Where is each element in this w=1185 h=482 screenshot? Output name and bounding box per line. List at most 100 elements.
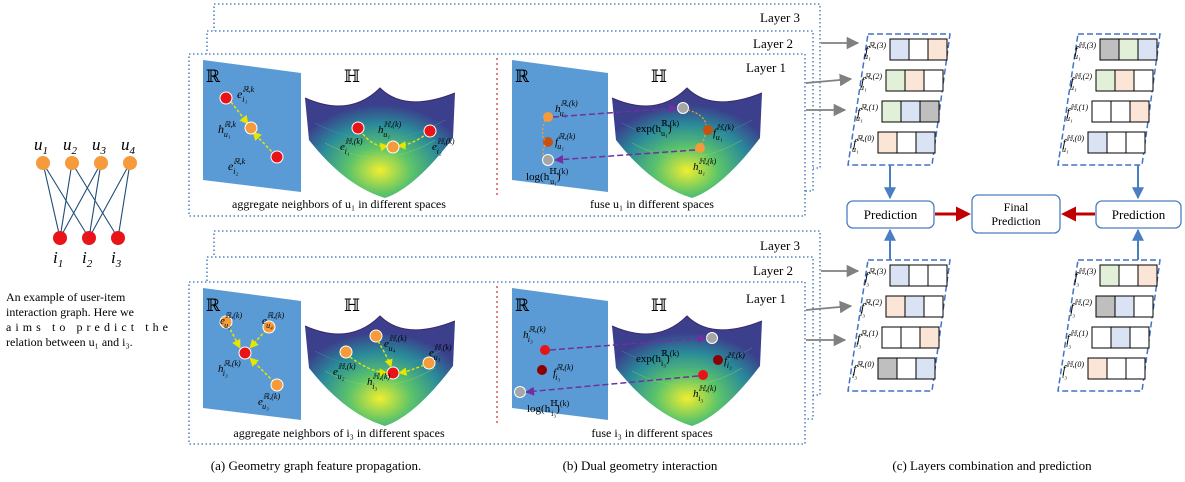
feature-row-top-right-2: fℍ,(2) u₁	[1070, 69, 1154, 92]
feature-cell	[885, 295, 906, 318]
feature-cell	[1133, 295, 1154, 318]
user-node-1	[36, 156, 50, 170]
feature-cell	[877, 357, 898, 380]
feature-row-bot-left-3: fℝ,(3) i₃	[864, 264, 948, 287]
feature-label: fℝ,(1) i₃	[856, 329, 878, 349]
item-node-2	[82, 231, 96, 245]
bottom-agg-node-u2	[219, 315, 233, 329]
feature-row-bot-left-1: fℝ,(1) i₃	[856, 326, 940, 349]
interaction-graph: u1 u2 u3 u4 i1 i2 i3 An example of us	[6, 135, 168, 349]
feature-label: fℍ,(2) i₃	[1070, 298, 1092, 318]
top-hyp-node-i1	[351, 121, 365, 135]
bottom-aggregate-caption: aggregate neighbors of i₃ in different s…	[233, 426, 445, 440]
feature-cell	[1091, 326, 1112, 349]
item-node-1	[53, 231, 67, 245]
bottom-agg-node-u3	[270, 378, 284, 392]
top-fuse-hyp-node-exp	[677, 102, 689, 114]
feature-cell	[877, 131, 898, 154]
graph-caption-line-1: An example of user-item	[6, 290, 126, 304]
feature-cell	[923, 69, 944, 92]
bottom-fuse-hyp-node-h	[698, 370, 708, 380]
feature-label: fℍ,(0) i₃	[1062, 360, 1084, 380]
prediction-right-label: Prediction	[1112, 207, 1166, 222]
user-label-4: u4	[121, 135, 136, 157]
feature-cell	[919, 326, 940, 349]
feature-cell	[885, 69, 906, 92]
feature-cell	[1125, 131, 1146, 154]
top-hyp-label-h-u1: hℍ,(k) u₁	[378, 120, 402, 139]
bottom-fuse-label-log: log(hℍ,(k) i₃)	[527, 399, 569, 418]
bottom-fuse-node-h	[540, 345, 550, 355]
user-node-3	[94, 156, 108, 170]
bottom-agg-real-symbol: ℝ	[206, 296, 221, 315]
item-label-3: i3	[111, 248, 122, 270]
feature-cell	[923, 295, 944, 318]
bottom-fuse-caption: fuse i₃ in different spaces	[591, 426, 713, 440]
bottom-layer2-label: Layer 2	[753, 263, 793, 278]
top-layer-stack: Layer 3 Layer 2 Layer 1 ℝ eℝ,k i₁ hℝ,k u₁ …	[188, 3, 821, 217]
feature-label: fℝ,(2) u₁	[860, 72, 882, 92]
feature-stack-i3-real	[847, 259, 951, 392]
top-fuse-node-h	[543, 112, 553, 122]
top-agg-hyper-symbol: ℍ	[344, 67, 360, 86]
feature-cell	[896, 131, 917, 154]
top-fuse-hyp-node-f	[703, 125, 713, 135]
feature-cell	[908, 38, 929, 61]
bottom-agg-node-i3	[238, 346, 252, 360]
feature-rows: fℝ,(3) u₁ fℝ,(2) u₁ fℝ,(1) u₁ fℝ,(0) u₁ fℍ,(3) u₁…	[852, 38, 1158, 380]
feature-cell	[881, 100, 902, 123]
bottom-agg-hyper-symbol: ℍ	[344, 296, 360, 315]
user-node-4	[123, 156, 137, 170]
layer-output-arrows	[805, 36, 860, 347]
feature-label: fℝ,(3) u₁	[864, 41, 886, 61]
top-layer3-label: Layer 3	[760, 10, 800, 25]
user-label-1: u1	[34, 135, 48, 157]
feature-row-top-left-0: fℝ,(0) u₁	[852, 131, 936, 154]
bottom-fuse-real-symbol: ℝ	[515, 296, 530, 315]
feature-row-bot-right-3: fℍ,(3) i₃	[1074, 264, 1158, 287]
bottom-fuse-node-f	[537, 365, 547, 375]
top-agg-node-u1	[244, 121, 258, 135]
feature-row-top-right-0: fℍ,(0) u₁	[1062, 131, 1146, 154]
feature-cell	[1129, 100, 1150, 123]
top-hyp-node-i2	[423, 124, 437, 138]
feature-cell	[1087, 357, 1108, 380]
feature-cell	[1118, 38, 1139, 61]
feature-cell	[1106, 357, 1127, 380]
feature-row-top-left-2: fℝ,(2) u₁	[860, 69, 944, 92]
feature-row-top-left-3: fℝ,(3) u₁	[864, 38, 948, 61]
bottom-layer3-label: Layer 3	[760, 238, 800, 253]
top-fuse-real-symbol: ℝ	[515, 67, 530, 86]
feature-label: fℍ,(1) i₃	[1066, 329, 1088, 349]
feature-cell	[889, 264, 910, 287]
feature-cell	[900, 326, 921, 349]
feature-cell	[900, 100, 921, 123]
feature-cell	[1110, 100, 1131, 123]
graph-user-labels: u1 u2 u3 u4	[34, 135, 136, 157]
top-fuse-label-log: log(hℍ,(k) u₁)	[526, 167, 568, 186]
feature-stack-i3-hyper	[1057, 259, 1161, 392]
feature-cell	[927, 38, 948, 61]
feature-row-bot-right-2: fℍ,(2) i₃	[1070, 295, 1154, 318]
bottom-hyp-node-u3	[422, 356, 436, 370]
top-fuse-real-plane	[512, 60, 608, 192]
top-fuse-node-f	[543, 137, 553, 147]
top-fuse-caption: fuse u₁ in different spaces	[590, 197, 714, 211]
bottom-agg-node-u4	[262, 320, 276, 334]
feature-cell	[889, 38, 910, 61]
feature-cell	[1099, 38, 1120, 61]
user-label-3: u3	[92, 135, 107, 157]
feature-label: fℍ,(3) i₃	[1074, 267, 1096, 287]
top-fuse-label-f: fℝ,(k) u₁	[555, 132, 576, 151]
feature-cell	[1137, 38, 1158, 61]
feature-cell	[908, 264, 929, 287]
bottom-fuse-hyp-node-exp	[706, 332, 718, 344]
feature-label: fℝ,(2) i₃	[860, 298, 882, 318]
feature-cell	[1095, 295, 1116, 318]
item-node-3	[111, 231, 125, 245]
feature-cell	[1110, 326, 1131, 349]
top-agg-label-e-i1: eℝ,k i₁	[237, 85, 255, 104]
feature-cell	[904, 69, 925, 92]
graph-caption-line-2: interaction graph. Here we	[6, 305, 134, 319]
